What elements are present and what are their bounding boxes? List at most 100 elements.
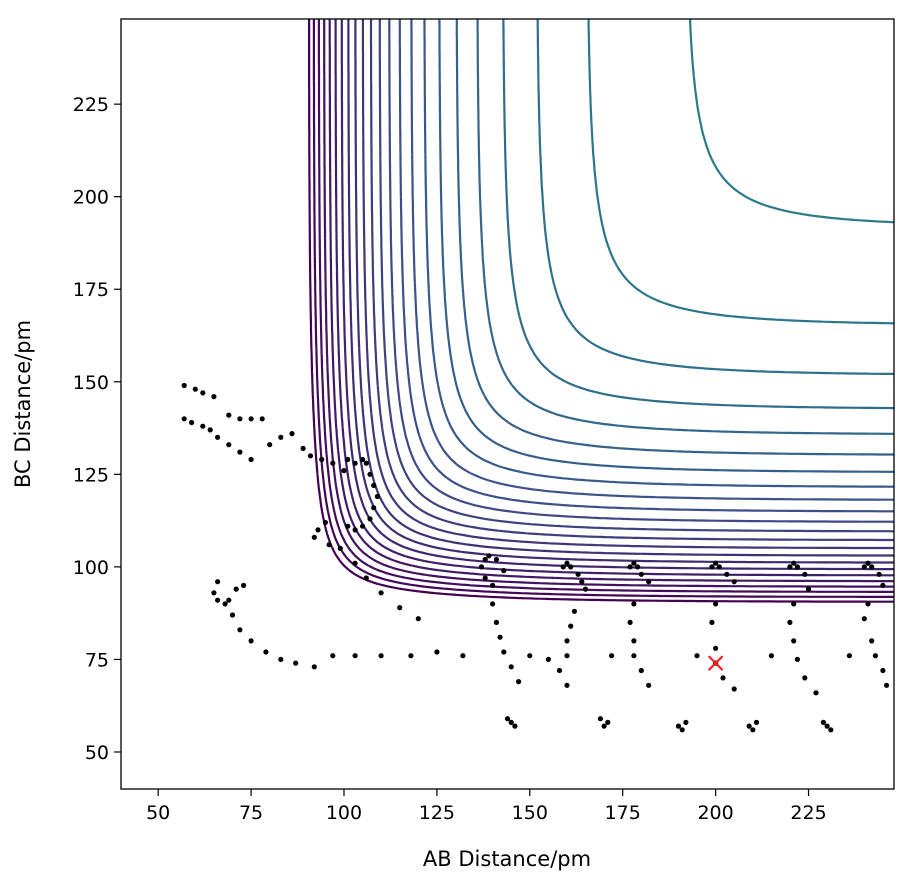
contour-line bbox=[388, 19, 894, 523]
trajectory-point bbox=[824, 723, 830, 729]
trajectory-point bbox=[486, 553, 492, 559]
trajectory-point bbox=[679, 727, 685, 733]
trajectory-point bbox=[787, 619, 793, 626]
trajectory-point bbox=[192, 386, 198, 392]
plot-frame bbox=[120, 18, 895, 790]
trajectory-point bbox=[571, 608, 578, 614]
y-tick-label: 125 bbox=[73, 464, 109, 486]
trajectory-point bbox=[880, 667, 886, 674]
trajectory-point bbox=[360, 456, 366, 463]
start-marker bbox=[707, 655, 724, 671]
trajectory-point bbox=[802, 571, 808, 577]
trajectory-point bbox=[345, 523, 351, 529]
trajectory-point bbox=[709, 619, 715, 626]
trajectory-point bbox=[631, 638, 637, 644]
start-marker-stroke bbox=[707, 655, 724, 671]
trajectory-point bbox=[237, 627, 243, 633]
x-tick-label: 50 bbox=[146, 802, 170, 824]
x-tick-label: 175 bbox=[605, 802, 641, 824]
contour-lines bbox=[307, 19, 894, 603]
trajectory-point bbox=[222, 601, 228, 607]
trajectory-point bbox=[482, 575, 488, 581]
trajectory-point bbox=[226, 597, 232, 603]
trajectory-point bbox=[215, 579, 221, 585]
trajectory-point bbox=[865, 601, 871, 607]
trajectory-point bbox=[638, 667, 644, 674]
trajectory-point bbox=[750, 727, 756, 733]
trajectory-point bbox=[512, 723, 518, 729]
trajectory-point bbox=[497, 634, 503, 640]
trajectory-point bbox=[724, 571, 730, 577]
x-tick-label: 225 bbox=[790, 802, 826, 824]
trajectory-point bbox=[241, 582, 247, 589]
trajectory-point bbox=[631, 601, 637, 607]
trajectory-point bbox=[627, 619, 633, 626]
trajectory-point bbox=[374, 493, 380, 500]
contour-line bbox=[312, 19, 894, 598]
trajectory-point bbox=[876, 571, 882, 577]
trajectory-point bbox=[564, 560, 570, 566]
trajectory-point bbox=[861, 564, 867, 570]
trajectory-point bbox=[556, 667, 563, 674]
trajectory-point bbox=[363, 460, 369, 466]
contour-line bbox=[334, 19, 894, 577]
trajectory-point bbox=[360, 523, 366, 529]
y-tick-label: 50 bbox=[85, 742, 109, 764]
trajectory-point bbox=[568, 623, 574, 629]
trajectory-point bbox=[504, 716, 511, 722]
contour-line bbox=[323, 19, 894, 588]
x-tick-label: 200 bbox=[697, 802, 733, 824]
trajectory-point bbox=[248, 638, 254, 644]
trajectory-point bbox=[802, 675, 808, 681]
trajectory-point bbox=[315, 527, 321, 533]
trajectory-point bbox=[508, 719, 514, 726]
contour-line bbox=[455, 19, 894, 456]
trajectory-point bbox=[635, 564, 641, 570]
contour-line bbox=[536, 19, 894, 376]
x-tick-label: 75 bbox=[239, 802, 263, 824]
trajectory-point bbox=[609, 653, 615, 659]
trajectory-point bbox=[408, 653, 414, 659]
trajectory-point bbox=[787, 564, 793, 570]
trajectory-point bbox=[713, 560, 719, 566]
trajectory-point bbox=[709, 564, 715, 570]
trajectory-point bbox=[207, 427, 213, 433]
contour-line bbox=[369, 19, 894, 542]
trajectory-point bbox=[579, 579, 585, 585]
trajectory-point bbox=[181, 382, 187, 389]
trajectory-point bbox=[646, 682, 652, 688]
contour-line bbox=[438, 19, 894, 473]
contour-line bbox=[328, 19, 894, 583]
trajectory-point bbox=[560, 564, 566, 570]
y-tick-label: 200 bbox=[73, 187, 109, 209]
trajectory-point bbox=[493, 619, 499, 626]
trajectory-point bbox=[289, 431, 295, 437]
trajectory-point bbox=[367, 516, 373, 522]
x-tick-label: 100 bbox=[326, 802, 362, 824]
y-tick-label: 75 bbox=[85, 649, 109, 671]
contour-line bbox=[423, 19, 894, 488]
trajectory-point bbox=[716, 564, 722, 570]
trajectory-point bbox=[237, 449, 243, 455]
trajectory-point bbox=[278, 656, 284, 663]
y-tick-label: 175 bbox=[73, 279, 109, 301]
trajectory-point bbox=[211, 590, 217, 596]
trajectory-point bbox=[352, 460, 358, 466]
x-tick-label: 150 bbox=[512, 802, 548, 824]
y-tick-label: 150 bbox=[73, 372, 109, 394]
trajectory-point bbox=[307, 453, 314, 459]
trajectory-point bbox=[768, 653, 775, 659]
trajectory-point bbox=[326, 542, 332, 548]
trajectory-point bbox=[248, 456, 254, 463]
trajectory-point bbox=[352, 527, 358, 533]
trajectory-point bbox=[746, 723, 752, 729]
trajectory-point bbox=[884, 682, 890, 688]
trajectory-point bbox=[352, 653, 358, 659]
trajectory-point bbox=[352, 560, 358, 566]
contour-line bbox=[587, 19, 894, 325]
trajectory-point bbox=[516, 679, 522, 685]
trajectory-point bbox=[791, 560, 797, 566]
trajectory-point bbox=[646, 579, 652, 585]
trajectory-point bbox=[478, 564, 485, 570]
